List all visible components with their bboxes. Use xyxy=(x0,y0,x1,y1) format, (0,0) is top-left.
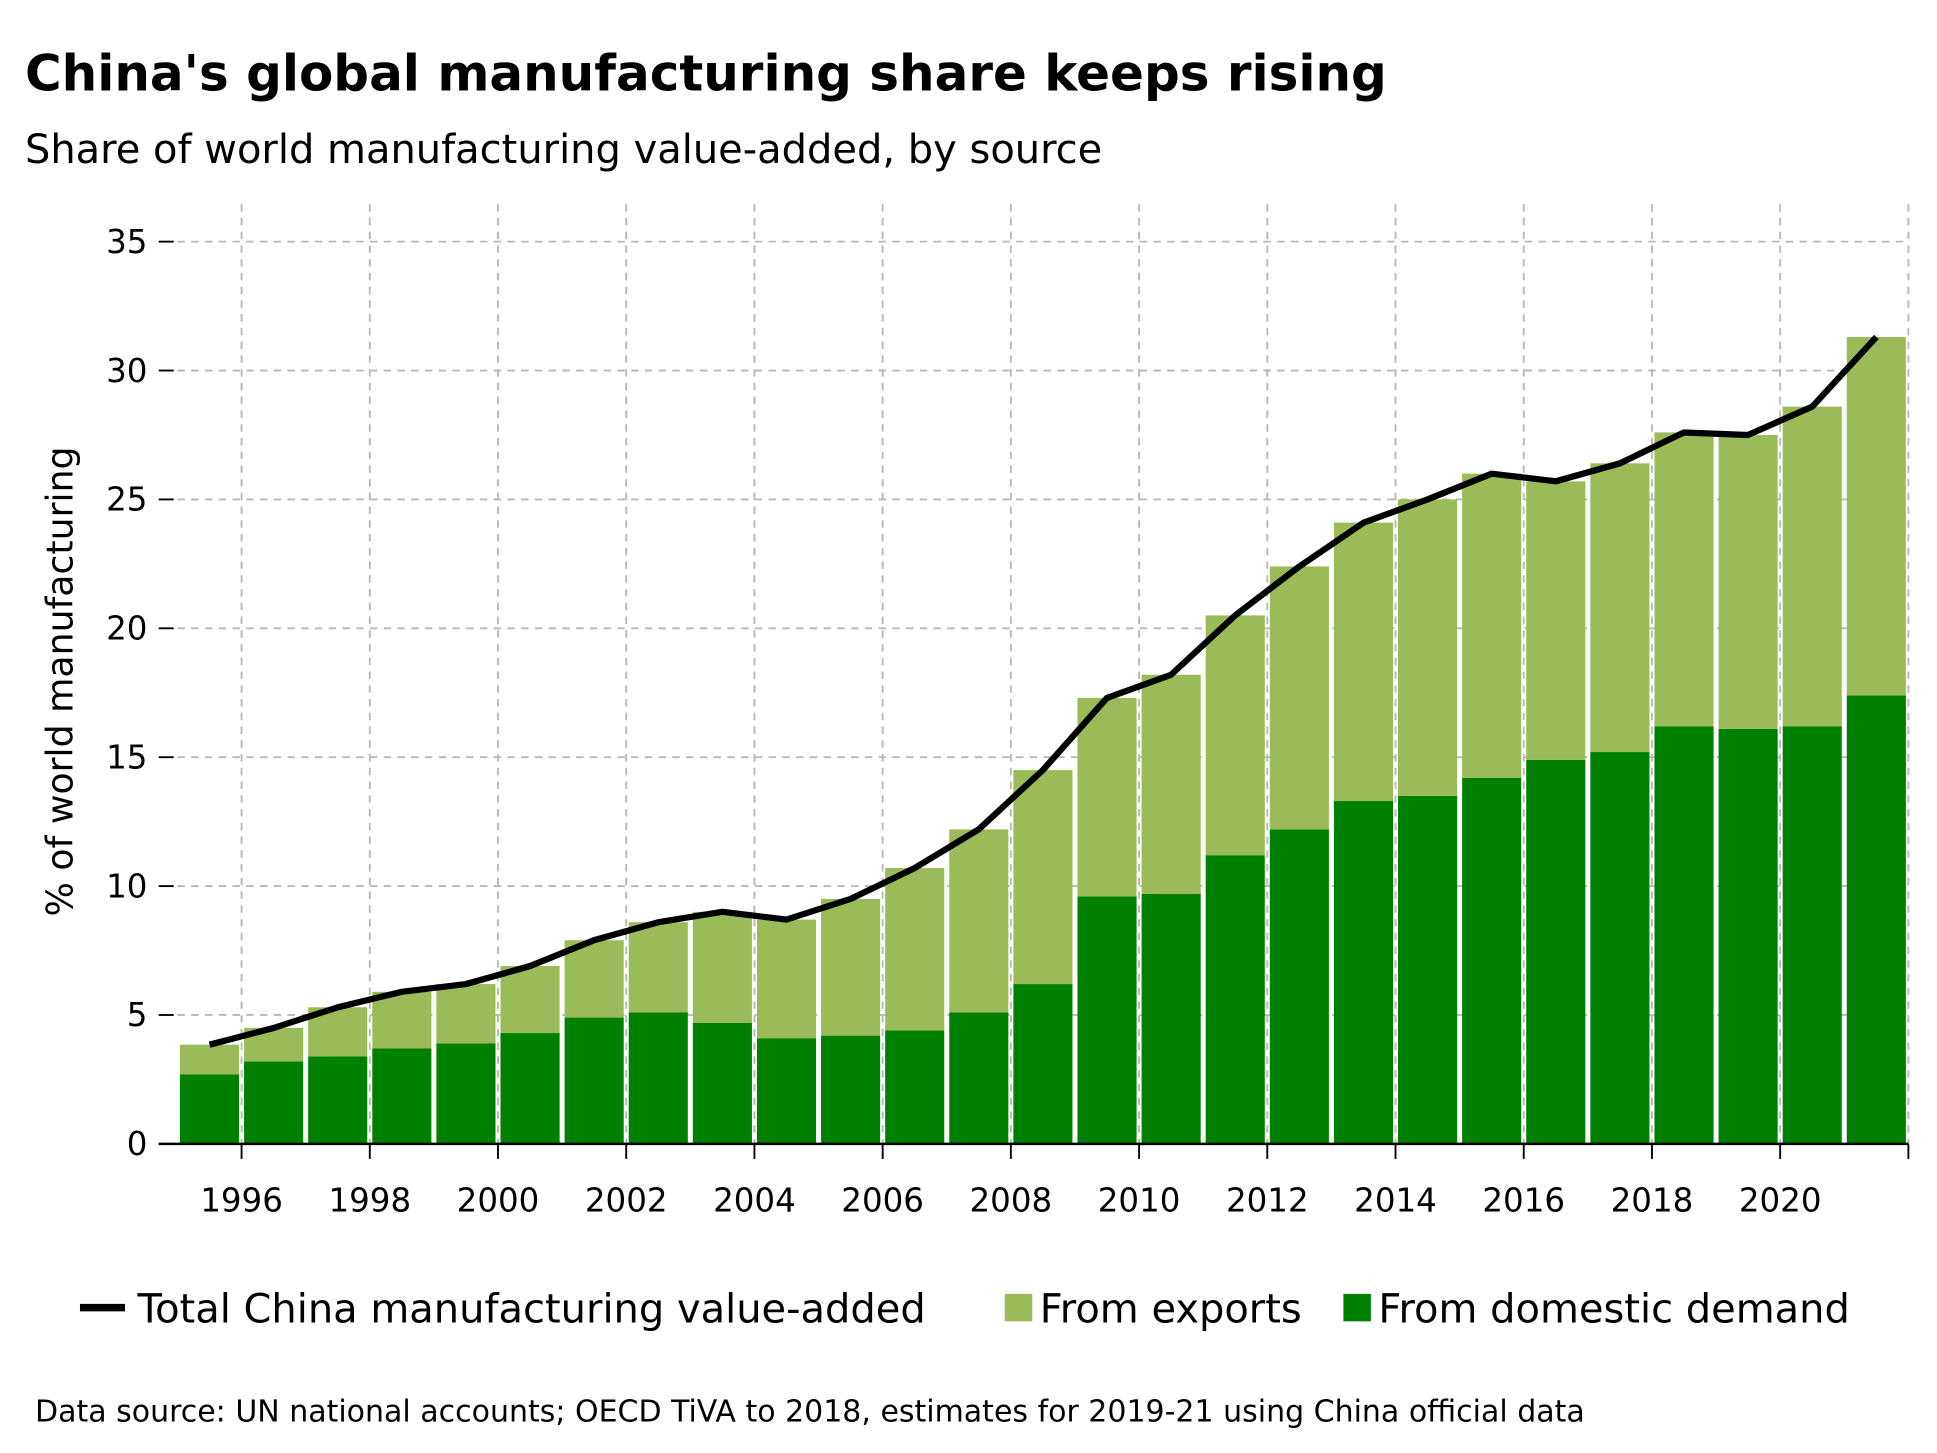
bar-domestic-1998 xyxy=(372,1048,432,1144)
y-tick-label: 25 xyxy=(106,481,147,519)
bar-exports-2020 xyxy=(1782,406,1842,727)
x-tick-label: 2000 xyxy=(457,1181,540,1219)
x-tick-label: 2018 xyxy=(1611,1181,1694,1219)
bar-domestic-2008 xyxy=(1013,984,1073,1144)
bar-domestic-2015 xyxy=(1462,777,1522,1144)
bar-domestic-2018 xyxy=(1654,726,1714,1144)
bar-domestic-2007 xyxy=(949,1012,1009,1144)
x-tick-label: 2012 xyxy=(1226,1181,1309,1219)
bar-domestic-2019 xyxy=(1718,728,1778,1144)
x-tick-label: 2010 xyxy=(1098,1181,1181,1219)
bar-domestic-2013 xyxy=(1333,801,1394,1144)
bar-exports-2005 xyxy=(821,898,881,1036)
bar-domestic-2017 xyxy=(1590,752,1650,1144)
bar-domestic-2012 xyxy=(1269,829,1329,1144)
x-tick-label: 2008 xyxy=(970,1181,1053,1219)
bar-exports-2013 xyxy=(1333,522,1394,802)
bar-domestic-2016 xyxy=(1526,759,1586,1144)
y-tick-label: 20 xyxy=(106,610,147,648)
bar-exports-2018 xyxy=(1654,432,1714,727)
y-tick-label: 30 xyxy=(106,352,147,390)
bar-exports-2007 xyxy=(949,829,1009,1013)
bar-exports-1999 xyxy=(436,984,496,1044)
bar-domestic-2021 xyxy=(1846,695,1906,1144)
bar-domestic-2010 xyxy=(1141,893,1201,1144)
x-tick-label: 2004 xyxy=(713,1181,796,1219)
bar-domestic-2014 xyxy=(1398,795,1458,1144)
x-tick-label: 1996 xyxy=(200,1181,283,1219)
legend-exports: From exports xyxy=(1040,1287,1302,1333)
bar-exports-2004 xyxy=(756,919,817,1039)
bar-exports-2010 xyxy=(1141,674,1201,894)
bar-domestic-1996 xyxy=(244,1061,304,1144)
legend-domestic: From domestic demand xyxy=(1378,1287,1849,1333)
x-tick-label: 1998 xyxy=(328,1181,411,1219)
bar-domestic-2004 xyxy=(756,1038,817,1144)
bar-exports-2001 xyxy=(564,940,624,1018)
y-tick-label: 15 xyxy=(106,738,147,776)
bar-domestic-2003 xyxy=(692,1022,752,1144)
bar-exports-2015 xyxy=(1462,473,1522,778)
x-tick-label: 2006 xyxy=(841,1181,924,1219)
bar-exports-2019 xyxy=(1718,434,1778,729)
bar-exports-2009 xyxy=(1077,697,1137,897)
bar-exports-1998 xyxy=(372,991,432,1049)
y-tick-label: 35 xyxy=(106,223,147,261)
x-tick-label: 2002 xyxy=(585,1181,668,1219)
x-tick-label: 2016 xyxy=(1482,1181,1565,1219)
bar-domestic-1995 xyxy=(179,1074,240,1144)
bar-domestic-2001 xyxy=(564,1017,624,1144)
y-tick-label: 0 xyxy=(127,1125,148,1163)
bar-exports-2012 xyxy=(1269,566,1329,830)
bar-domestic-1997 xyxy=(308,1056,368,1144)
bar-exports-2016 xyxy=(1526,481,1586,760)
bar-domestic-2005 xyxy=(821,1035,881,1144)
y-tick-label: 10 xyxy=(106,867,147,905)
bar-exports-1995 xyxy=(179,1044,240,1075)
bar-domestic-1999 xyxy=(436,1043,496,1144)
bar-exports-2011 xyxy=(1205,615,1265,856)
y-axis-label: % of world manufacturing xyxy=(38,446,81,916)
bars xyxy=(179,337,1906,1144)
bar-domestic-2009 xyxy=(1077,896,1137,1144)
bar-exports-2017 xyxy=(1590,463,1650,753)
bar-domestic-2020 xyxy=(1782,726,1842,1144)
bar-domestic-2002 xyxy=(628,1012,688,1144)
total-line-path xyxy=(208,334,1879,1048)
bar-exports-2014 xyxy=(1398,499,1458,796)
legend-total: Total China manufacturing value-added xyxy=(136,1287,925,1333)
bar-exports-2021 xyxy=(1846,337,1906,696)
bar-domestic-2006 xyxy=(885,1030,945,1144)
bar-domestic-2011 xyxy=(1205,855,1265,1144)
gridlines xyxy=(177,204,1910,1144)
x-tick-label: 2014 xyxy=(1354,1181,1437,1219)
chart-title: China's global manufacturing share keeps… xyxy=(25,44,1387,102)
legend-domestic-swatch xyxy=(1343,1293,1371,1322)
bar-exports-2000 xyxy=(500,966,560,1034)
legend-exports-swatch xyxy=(1004,1293,1033,1322)
y-tick-label: 5 xyxy=(127,996,148,1034)
bar-exports-2008 xyxy=(1013,770,1073,985)
bar-domestic-2000 xyxy=(500,1033,560,1144)
chart-subtitle: Share of world manufacturing value-added… xyxy=(25,127,1102,173)
bar-exports-2002 xyxy=(628,922,688,1013)
source-note: Data source: UN national accounts; OECD … xyxy=(35,1394,1585,1429)
x-tick-label: 2020 xyxy=(1739,1181,1822,1219)
legend: Total China manufacturing value-added Fr… xyxy=(79,1287,1850,1333)
axes: 0 5 10 15 20 25 30 35 1996 1998 2000 2002 2004 2006 20… xyxy=(106,223,1910,1219)
bar-exports-2006 xyxy=(885,868,945,1031)
total-line xyxy=(208,334,1879,1048)
bar-exports-2003 xyxy=(692,911,752,1023)
